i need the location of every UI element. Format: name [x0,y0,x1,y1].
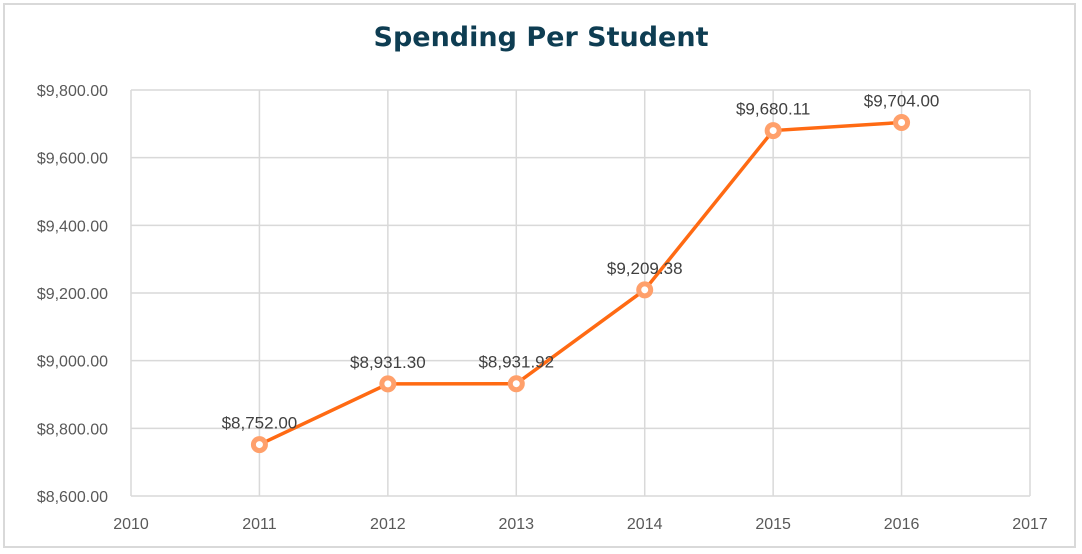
data-point [507,375,525,393]
data-label: $9,209.38 [607,259,683,278]
chart-title: Spending Per Student [373,22,709,53]
data-label: $9,704.00 [864,91,940,110]
x-tick-label: 2014 [627,516,663,533]
data-label: $9,680.11 [736,100,810,119]
x-tick-label: 2011 [242,516,277,533]
data-label: $8,752.00 [222,414,298,433]
data-point [764,122,782,140]
data-label: $8,931.30 [350,353,426,372]
x-tick-label: 2016 [884,516,920,533]
data-point [250,436,268,454]
x-tick-label: 2015 [755,516,791,533]
x-tick-label: 2012 [370,516,406,533]
x-tick-label: 2013 [498,516,534,533]
y-tick-label: $8,600.00 [37,489,108,506]
y-tick-label: $9,200.00 [37,286,108,303]
y-tick-label: $9,400.00 [37,218,108,235]
chart-frame [3,3,1076,548]
y-tick-label: $8,800.00 [37,421,108,438]
y-tick-label: $9,600.00 [37,151,108,168]
data-point [893,113,911,131]
x-tick-label: 2017 [1012,516,1048,533]
data-point [636,281,654,299]
data-point [379,375,397,393]
y-tick-label: $9,800.00 [37,83,108,100]
y-tick-label: $9,000.00 [37,354,108,371]
data-label: $8,931.92 [478,353,554,372]
x-tick-label: 2010 [113,516,149,533]
series-line [258,120,902,447]
